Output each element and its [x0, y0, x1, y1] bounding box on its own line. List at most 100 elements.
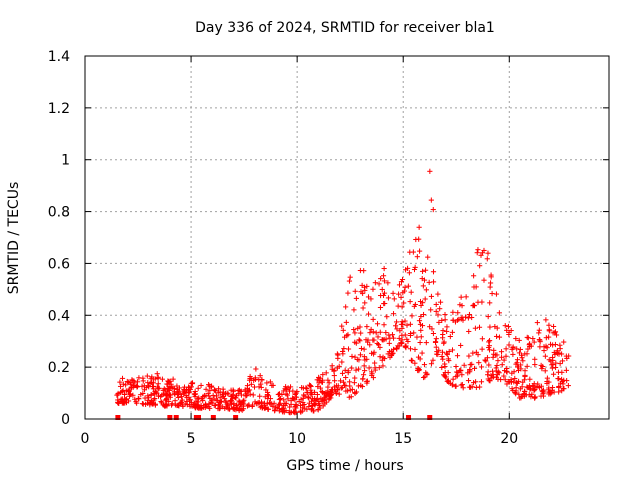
data-point	[152, 401, 158, 407]
data-point	[494, 325, 500, 331]
data-point	[225, 402, 231, 408]
data-point	[151, 397, 157, 403]
data-point	[470, 350, 476, 356]
data-point	[340, 379, 347, 385]
data-point	[258, 381, 264, 387]
data-point	[420, 283, 426, 289]
data-point	[364, 324, 370, 330]
data-point	[446, 358, 452, 364]
baseline-marker	[406, 415, 412, 420]
baseline-marker	[210, 415, 216, 420]
y-tick-label: 1	[61, 153, 70, 169]
data-point	[466, 353, 472, 359]
data-point	[316, 401, 322, 407]
data-point	[416, 224, 422, 230]
data-point	[240, 406, 247, 412]
data-point	[456, 316, 462, 323]
data-point	[550, 323, 557, 330]
data-point	[361, 268, 367, 274]
data-point	[372, 360, 378, 366]
data-point	[412, 301, 419, 308]
data-point	[423, 340, 429, 346]
data-point	[483, 358, 489, 364]
data-point	[522, 372, 528, 379]
x-tick-label: 10	[288, 431, 306, 447]
data-point	[212, 388, 219, 394]
data-point	[530, 335, 536, 342]
data-point	[297, 408, 303, 414]
data-point	[121, 391, 128, 398]
data-point	[522, 351, 528, 357]
data-point	[556, 351, 562, 357]
data-point	[419, 323, 426, 329]
data-point	[534, 320, 540, 326]
data-point	[489, 375, 495, 381]
data-point	[256, 377, 262, 383]
data-point	[336, 363, 342, 369]
data-point	[292, 391, 298, 397]
data-point	[405, 338, 411, 345]
data-point	[442, 311, 448, 318]
data-point	[370, 286, 376, 292]
data-point	[557, 346, 563, 352]
data-point	[434, 351, 440, 357]
grid-layer	[85, 56, 609, 419]
data-point	[331, 368, 337, 374]
y-tick-label: 1.2	[48, 101, 70, 117]
data-point	[339, 359, 345, 365]
data-point	[405, 283, 411, 289]
data-point	[347, 274, 353, 280]
data-point	[155, 374, 161, 380]
data-point	[130, 392, 136, 398]
data-point	[305, 394, 311, 400]
data-point	[546, 322, 552, 328]
data-point	[478, 252, 484, 258]
data-point	[486, 344, 492, 351]
data-point	[379, 286, 385, 293]
data-point	[442, 317, 448, 323]
data-point	[437, 306, 443, 312]
baseline-marker	[167, 415, 173, 420]
data-point	[170, 376, 176, 382]
data-point	[544, 380, 550, 387]
data-point	[346, 278, 353, 284]
data-point	[527, 376, 533, 382]
data-point	[302, 406, 308, 412]
data-point	[428, 293, 435, 300]
data-point	[323, 370, 329, 376]
baseline-marker	[427, 415, 433, 420]
y-tick-label: 0.6	[48, 256, 70, 272]
data-point	[496, 334, 503, 340]
data-point	[384, 314, 390, 320]
data-point	[340, 351, 346, 357]
data-point	[203, 403, 209, 409]
data-point	[175, 394, 181, 401]
data-point	[516, 337, 522, 343]
data-point	[514, 360, 520, 366]
data-point	[505, 323, 512, 330]
data-point	[477, 263, 483, 269]
data-point	[142, 401, 149, 407]
data-point	[216, 405, 222, 411]
data-point	[532, 386, 538, 393]
data-point	[164, 402, 170, 408]
data-point	[479, 336, 485, 342]
data-point	[377, 344, 383, 351]
data-point	[563, 367, 569, 373]
data-point	[417, 356, 423, 362]
data-point	[435, 312, 441, 318]
data-point	[488, 373, 494, 379]
data-point	[560, 381, 566, 387]
data-point	[399, 337, 405, 343]
data-point	[449, 329, 455, 335]
data-point	[430, 269, 437, 275]
data-point	[415, 366, 421, 372]
data-point	[171, 385, 177, 392]
data-point	[368, 326, 374, 333]
data-point	[136, 375, 142, 381]
data-point	[550, 361, 556, 368]
y-tick-label: 0.4	[48, 308, 70, 324]
data-point	[331, 378, 338, 384]
data-point	[484, 256, 490, 262]
data-point	[493, 365, 499, 371]
